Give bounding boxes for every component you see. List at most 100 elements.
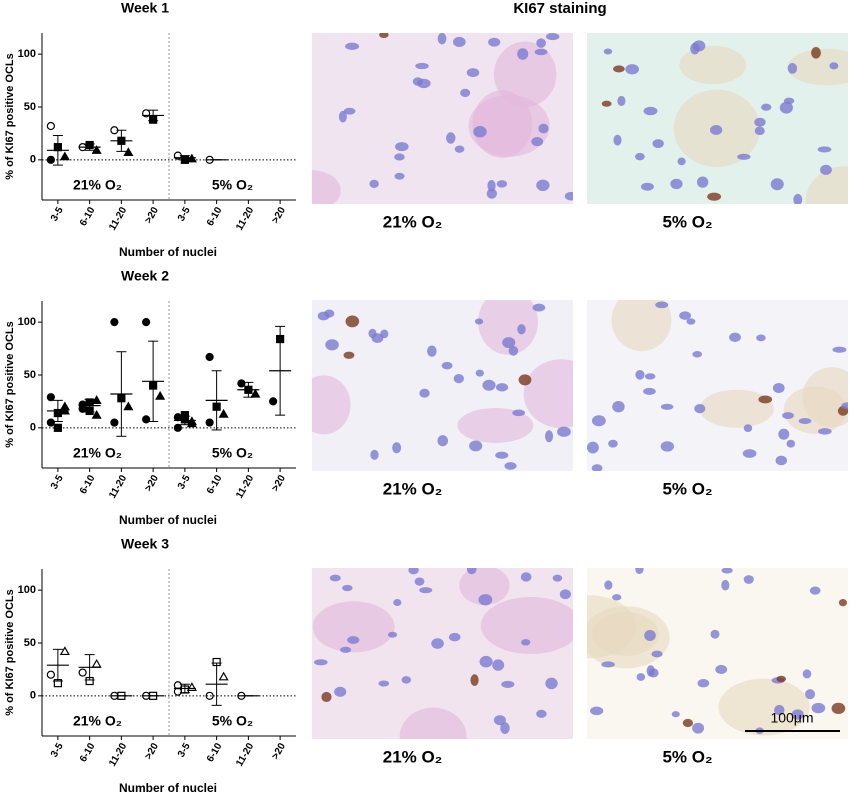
micrograph [312,300,573,471]
nucleus [478,594,493,606]
nucleus [604,580,613,590]
nucleus [754,117,766,127]
nucleus [841,402,848,410]
y-tick-label: 50 [24,637,36,649]
nucleus [393,599,402,606]
nucleus [692,351,703,358]
nucleus [502,337,516,349]
cytoplasm [611,300,672,352]
group-label: 5% O₂ [212,177,253,193]
nucleus [495,451,509,459]
y-axis-label: % of KI67 positive OCLs [4,53,16,180]
y-tick-label: 100 [18,584,36,596]
nucleus [640,182,654,191]
x-tick-label: 3-5 [176,473,193,491]
data-point [205,418,214,427]
nucleus [601,661,615,668]
data-point [110,318,119,327]
cytoplasm [523,359,573,429]
nucleus [613,65,625,73]
x-tick-label: 6-10 [205,205,225,228]
cytoplasm [679,45,747,85]
nucleus [534,48,548,56]
nucleus [545,677,558,690]
x-tick-label: >20 [143,741,161,762]
group-label: 21% O₂ [73,713,122,729]
y-tick-label: 0 [30,422,36,434]
nucleus [601,100,612,107]
nucleus [345,42,360,50]
cytoplasm [783,386,847,434]
nucleus [474,318,484,325]
nucleus [775,455,787,466]
micrograph [312,568,573,739]
cells [587,568,847,736]
x-tick-label: 11-20 [107,741,129,769]
cells [601,40,848,204]
nucleus [587,441,599,454]
image-caption: 21% O₂ [383,747,443,766]
nucleus [545,430,554,443]
x-axis-label: Number of nuclei [119,245,217,259]
nucleus [831,702,846,714]
nucleus [652,139,664,149]
data-point [110,418,119,427]
nucleus [817,146,832,153]
nucleus [590,706,604,716]
data-point [173,423,182,432]
nucleus [770,178,784,191]
nucleus [754,126,765,136]
group-label: 21% O₂ [73,177,122,193]
nucleus [635,152,645,161]
figure-title: KI67 staining [513,0,606,17]
nucleus [517,48,529,60]
nucleus [324,309,335,318]
x-tick-label: 6-10 [205,741,225,764]
nucleus [343,351,355,359]
cytoplasm [312,375,351,435]
nucleus [495,383,509,392]
nucleus [394,172,405,180]
cells [312,33,573,204]
cells [312,568,573,739]
nucleus [531,137,544,147]
x-tick-label: >20 [270,741,288,762]
y-axis-label: % of KI67 positive OCLs [4,589,16,716]
nucleus [707,192,722,201]
nucleus [772,382,785,394]
cytoplasm [457,407,534,443]
nucleus [648,668,659,678]
x-tick-label: 3-5 [176,741,193,759]
chart-title: Week 3 [121,536,169,552]
cytoplasm [587,595,637,659]
nucleus [710,629,720,639]
y-tick-label: 50 [24,101,36,113]
nucleus [347,636,360,644]
nucleus [394,153,405,161]
nucleus [466,68,480,78]
nucleus [408,568,419,575]
nucleus [334,686,347,697]
x-tick-label: 3-5 [49,473,66,491]
nucleus [552,574,563,582]
nucleus [776,675,787,683]
nucleus [651,650,663,658]
nucleus [378,680,390,687]
nucleus [742,449,757,458]
nucleus [758,395,773,404]
y-tick-label: 100 [18,316,36,328]
nucleus [564,191,573,201]
y-tick-label: 100 [18,48,36,60]
nucleus [635,369,645,380]
nucleus [793,193,803,204]
nucleus [437,33,447,45]
nucleus [340,646,352,653]
nucleus [635,568,644,575]
data-point [91,658,102,668]
cytoplasm [787,48,848,86]
chart-title: Week 1 [121,0,169,16]
nucleus [603,48,613,55]
micrograph [587,33,848,204]
nucleus [660,403,674,410]
x-tick-label: 6-10 [78,741,98,764]
